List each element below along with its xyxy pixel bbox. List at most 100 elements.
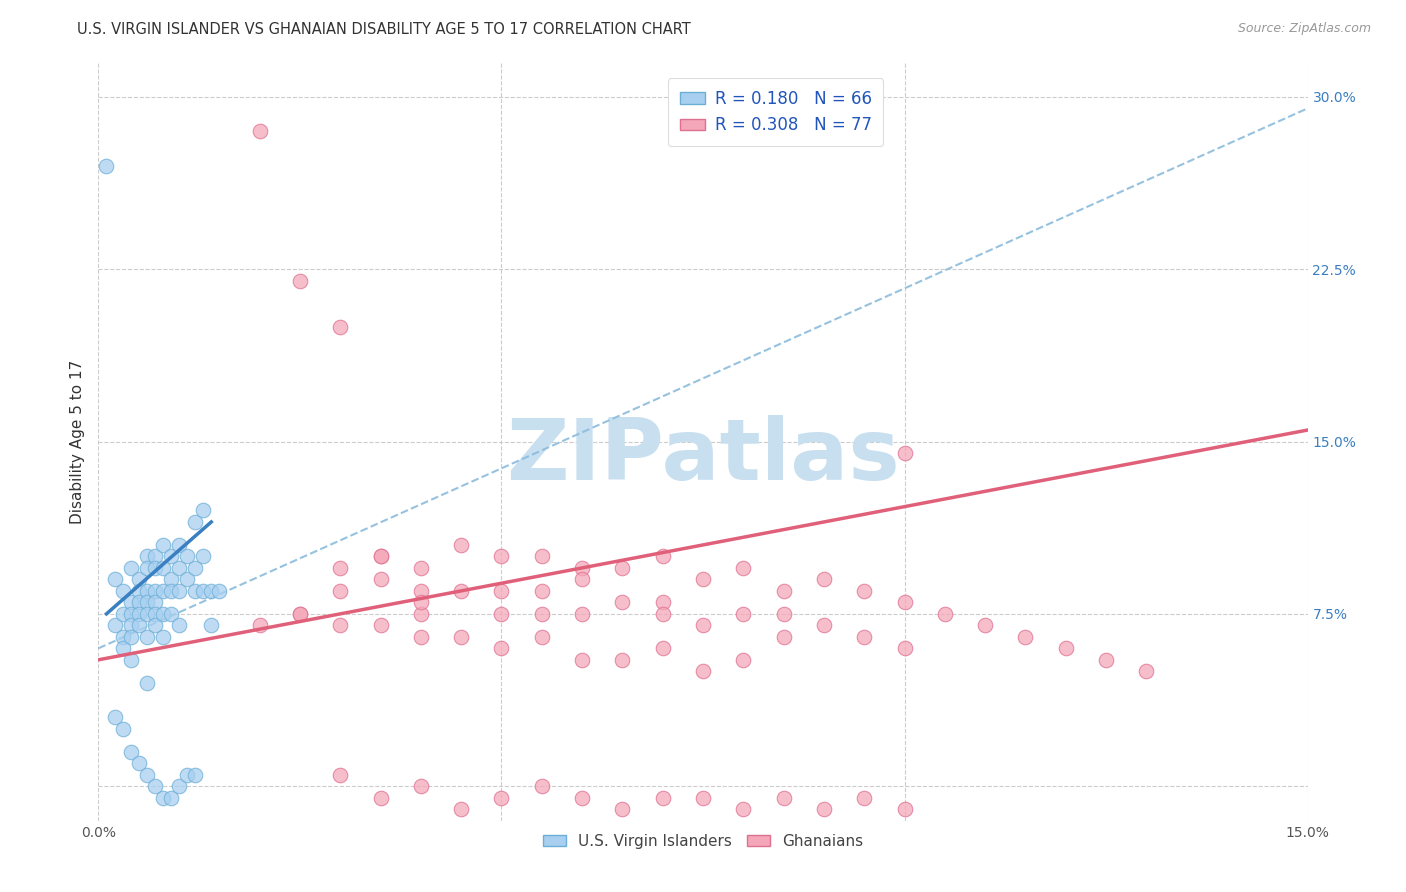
Point (491, 583, 513, 598)
Point (853, 790, 876, 805)
Point (160, 549, 183, 564)
Point (370, 549, 392, 564)
Point (176, 573, 198, 587)
Point (111, 722, 134, 736)
Point (200, 618, 222, 632)
Point (853, 583, 876, 598)
Point (160, 573, 183, 587)
Point (184, 561, 207, 575)
Point (152, 790, 174, 805)
Point (128, 618, 150, 632)
Point (143, 607, 166, 621)
Point (167, 618, 190, 632)
Point (813, 802, 835, 816)
Point (530, 583, 553, 598)
Point (329, 618, 352, 632)
Point (733, 561, 755, 575)
Point (612, 653, 634, 667)
Point (329, 583, 352, 598)
Point (160, 607, 183, 621)
Point (692, 573, 714, 587)
Point (409, 630, 432, 644)
Point (571, 573, 593, 587)
Point (143, 779, 166, 793)
Point (120, 745, 142, 759)
Point (409, 779, 432, 793)
Point (167, 538, 190, 552)
Point (184, 515, 207, 529)
Point (772, 790, 794, 805)
Point (135, 607, 157, 621)
Point (249, 124, 271, 138)
Point (491, 641, 513, 656)
Point (409, 561, 432, 575)
Point (409, 583, 432, 598)
Point (1095, 653, 1118, 667)
Point (176, 767, 198, 781)
Point (491, 549, 513, 564)
Point (135, 595, 157, 609)
Point (491, 790, 513, 805)
Point (571, 561, 593, 575)
Point (143, 595, 166, 609)
Point (120, 607, 142, 621)
Point (772, 583, 794, 598)
Point (143, 549, 166, 564)
Point (160, 583, 183, 598)
Point (450, 583, 472, 598)
Point (329, 319, 352, 334)
Point (651, 607, 673, 621)
Point (530, 630, 553, 644)
Point (193, 503, 215, 517)
Point (530, 549, 553, 564)
Point (692, 618, 714, 632)
Point (612, 802, 634, 816)
Point (571, 790, 593, 805)
Point (176, 549, 198, 564)
Point (651, 595, 673, 609)
Point (733, 802, 755, 816)
Point (193, 583, 215, 598)
Point (135, 767, 157, 781)
Point (409, 595, 432, 609)
Text: ZIPatlas: ZIPatlas (506, 415, 900, 499)
Point (571, 607, 593, 621)
Point (612, 561, 634, 575)
Point (96, 159, 118, 173)
Point (530, 779, 553, 793)
Point (143, 618, 166, 632)
Point (1054, 641, 1077, 656)
Point (813, 618, 835, 632)
Point (135, 630, 157, 644)
Point (329, 767, 352, 781)
Point (692, 790, 714, 805)
Point (450, 802, 472, 816)
Point (152, 561, 174, 575)
Point (208, 583, 231, 598)
Point (193, 549, 215, 564)
Point (143, 561, 166, 575)
Point (111, 607, 134, 621)
Point (103, 573, 125, 587)
Point (893, 802, 915, 816)
Point (120, 561, 142, 575)
Point (167, 561, 190, 575)
Point (491, 607, 513, 621)
Point (370, 573, 392, 587)
Point (135, 583, 157, 598)
Point (128, 607, 150, 621)
Point (152, 630, 174, 644)
Point (370, 618, 392, 632)
Point (111, 630, 134, 644)
Point (733, 607, 755, 621)
Point (651, 549, 673, 564)
Point (1135, 665, 1157, 679)
Point (120, 595, 142, 609)
Point (135, 675, 157, 690)
Y-axis label: Disability Age 5 to 17: Disability Age 5 to 17 (69, 359, 84, 524)
Point (184, 767, 207, 781)
Point (651, 641, 673, 656)
Point (893, 641, 915, 656)
Point (167, 583, 190, 598)
Point (152, 607, 174, 621)
